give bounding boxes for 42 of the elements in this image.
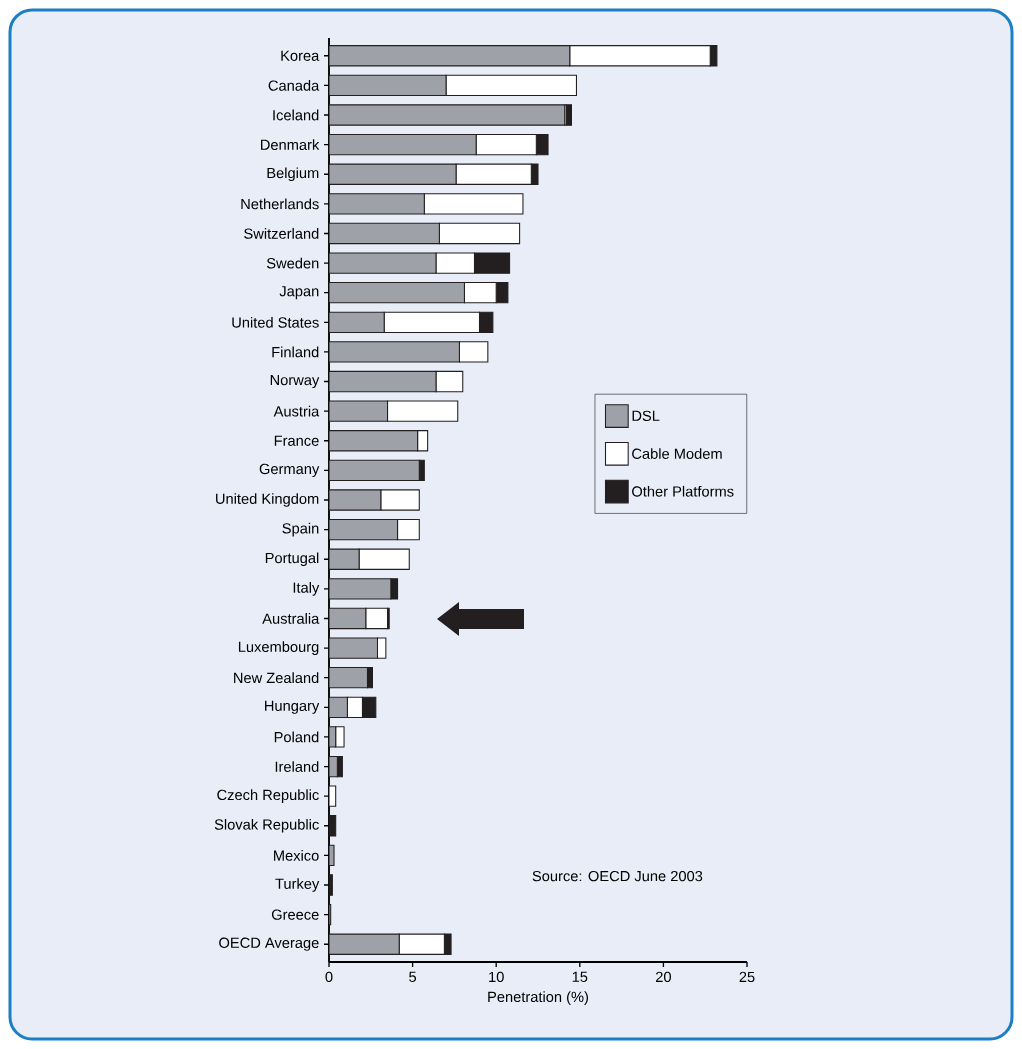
y-tick-label: Mexico bbox=[274, 850, 319, 861]
y-tick-label: Luxembourg bbox=[238, 641, 319, 655]
x-tick-label: 5 bbox=[409, 971, 417, 982]
y-tick-label: Iceland bbox=[273, 109, 319, 121]
y-tick-label: Germany bbox=[259, 463, 320, 478]
legend-label: DSL bbox=[632, 410, 660, 421]
y-tick-label: Norway bbox=[270, 374, 320, 389]
y-tick-label: Poland bbox=[274, 731, 319, 743]
annotation: Source: OECD June 2003 bbox=[532, 870, 703, 882]
x-tick-label: 15 bbox=[572, 971, 588, 982]
x-tick-label: 25 bbox=[739, 971, 755, 983]
y-tick-label: Portugal bbox=[265, 552, 319, 567]
y-tick-label: Canada bbox=[268, 80, 320, 91]
y-tick-label: Czech Republic bbox=[217, 789, 319, 803]
y-tick-label: United Kingdom bbox=[216, 493, 319, 507]
y-tick-label: United States bbox=[232, 316, 319, 328]
y-tick-label: Greece bbox=[271, 909, 319, 920]
y-tick-label: Netherlands bbox=[241, 198, 319, 210]
x-axis-title: Penetration (%) bbox=[488, 991, 589, 1005]
x-tick-label: 10 bbox=[489, 971, 504, 983]
y-tick-label: Japan bbox=[279, 286, 319, 300]
legend-label: Other Platforms bbox=[632, 485, 734, 497]
y-tick-label: Slovak Republic bbox=[214, 818, 319, 833]
y-tick-label: Spain bbox=[282, 522, 319, 537]
x-tick-label: 20 bbox=[655, 971, 671, 983]
y-tick-label: Belgium bbox=[267, 167, 319, 182]
y-tick-label: Austria bbox=[273, 405, 320, 417]
y-tick-label: OECD Average bbox=[219, 937, 319, 951]
legend-label: Cable Modem bbox=[632, 448, 722, 459]
x-tick-label: 0 bbox=[325, 971, 333, 983]
y-tick-label: Italy bbox=[293, 582, 320, 596]
y-tick-label: Hungary bbox=[265, 700, 320, 714]
y-tick-label: Korea bbox=[281, 50, 320, 61]
y-tick-label: Ireland bbox=[275, 761, 319, 772]
y-tick-label: Denmark bbox=[261, 139, 320, 150]
y-tick-label: France bbox=[274, 435, 319, 446]
y-tick-label: Australia bbox=[262, 613, 320, 624]
y-tick-label: Sweden bbox=[266, 257, 319, 269]
y-tick-label: New Zealand bbox=[234, 672, 319, 684]
y-tick-label: Switzerland bbox=[244, 228, 319, 239]
y-tick-label: Finland bbox=[272, 346, 319, 358]
y-tick-label: Turkey bbox=[275, 878, 320, 892]
